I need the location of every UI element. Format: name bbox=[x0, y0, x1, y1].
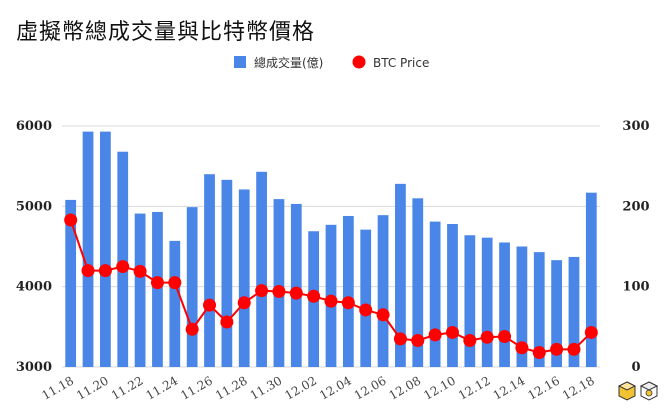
legend-swatch-volume bbox=[234, 56, 246, 68]
x-tick-label: 12.10 bbox=[421, 373, 458, 402]
price-point bbox=[150, 276, 164, 290]
price-point bbox=[133, 264, 147, 278]
cube-logo-icon bbox=[617, 381, 659, 401]
volume-bar bbox=[82, 131, 94, 367]
price-point bbox=[64, 213, 78, 227]
volume-bar bbox=[429, 221, 441, 367]
volume-bar bbox=[65, 199, 77, 367]
price-point bbox=[220, 315, 234, 329]
legend-swatch-price bbox=[352, 55, 366, 69]
price-point bbox=[289, 286, 303, 300]
x-tick-label: 11.30 bbox=[248, 373, 285, 402]
x-tick-label: 12.08 bbox=[387, 373, 424, 402]
price-point bbox=[272, 284, 286, 298]
price-point bbox=[480, 330, 494, 344]
price-point bbox=[463, 333, 477, 347]
volume-bar bbox=[395, 183, 406, 367]
price-point bbox=[445, 325, 459, 339]
volume-bars bbox=[65, 131, 597, 367]
left-tick-label: 3000 bbox=[16, 360, 52, 375]
x-tick-label: 12.02 bbox=[282, 373, 319, 402]
volume-bar bbox=[204, 174, 215, 367]
volume-bar bbox=[273, 199, 285, 367]
price-point bbox=[307, 289, 321, 303]
left-tick-label: 6000 bbox=[16, 119, 52, 134]
price-point bbox=[584, 325, 598, 339]
price-point bbox=[550, 342, 564, 356]
volume-bar bbox=[499, 242, 510, 367]
legend-label-volume: 總成交量(億) bbox=[254, 55, 323, 70]
price-point bbox=[515, 341, 529, 355]
x-tick-label: 11.28 bbox=[213, 373, 250, 402]
left-tick-label: 5000 bbox=[16, 199, 52, 214]
volume-bar bbox=[447, 224, 458, 367]
x-tick-label: 11.18 bbox=[39, 373, 76, 402]
price-point bbox=[359, 303, 373, 317]
volume-bar bbox=[100, 131, 111, 367]
volume-bar bbox=[134, 213, 146, 367]
left-tick-label: 4000 bbox=[16, 280, 52, 295]
volume-bar bbox=[186, 207, 198, 367]
x-tick-label: 12.16 bbox=[525, 373, 562, 402]
btc-price-line bbox=[64, 213, 598, 360]
price-point bbox=[324, 294, 338, 308]
price-point bbox=[255, 284, 269, 298]
volume-bar bbox=[412, 198, 424, 367]
price-point bbox=[237, 296, 251, 310]
x-tick-label: 12.04 bbox=[317, 373, 354, 402]
volume-bar bbox=[169, 240, 181, 367]
right-axis-ticks: 0 100 200 300 bbox=[622, 119, 649, 375]
x-tick-label: 12.06 bbox=[352, 373, 389, 402]
right-tick-label: 100 bbox=[622, 280, 649, 295]
x-tick-label: 11.26 bbox=[178, 373, 215, 402]
price-point bbox=[185, 322, 199, 336]
volume-bar bbox=[152, 211, 163, 367]
right-tick-label: 0 bbox=[631, 360, 640, 375]
volume-bar bbox=[342, 215, 354, 367]
volume-bar bbox=[551, 260, 562, 367]
price-point bbox=[428, 328, 442, 342]
chart-title: 虛擬幣總成交量與比特幣價格 bbox=[16, 20, 316, 45]
volume-bar bbox=[290, 203, 302, 367]
x-tick-label: 12.12 bbox=[456, 373, 493, 402]
price-point bbox=[498, 329, 512, 343]
x-tick-label: 11.24 bbox=[144, 373, 181, 402]
volume-bar bbox=[464, 235, 476, 367]
price-point bbox=[567, 342, 581, 356]
legend: 總成交量(億) BTC Price bbox=[234, 55, 429, 70]
right-tick-label: 300 bbox=[622, 119, 649, 134]
price-point bbox=[81, 264, 95, 278]
legend-label-price: BTC Price bbox=[373, 56, 429, 70]
x-tick-label: 11.22 bbox=[109, 373, 146, 402]
volume-bar bbox=[377, 215, 389, 367]
volume-bar bbox=[238, 189, 250, 367]
right-tick-label: 200 bbox=[622, 199, 649, 214]
volume-bar bbox=[117, 151, 129, 367]
volume-bar bbox=[360, 229, 372, 367]
price-point bbox=[411, 333, 425, 347]
price-point bbox=[532, 346, 546, 360]
volume-bar bbox=[256, 171, 267, 367]
x-tick-label: 11.20 bbox=[74, 373, 111, 402]
price-point bbox=[116, 260, 130, 274]
left-axis-ticks: 3000 4000 5000 6000 bbox=[16, 119, 52, 375]
price-point bbox=[203, 298, 217, 312]
volume-bar bbox=[481, 237, 493, 367]
x-tick-label: 12.14 bbox=[491, 373, 528, 402]
volume-bar bbox=[585, 192, 597, 367]
volume-bar bbox=[568, 256, 580, 367]
volume-bar bbox=[533, 252, 545, 367]
x-tick-label: 12.18 bbox=[560, 373, 597, 402]
price-point bbox=[393, 332, 407, 346]
price-point bbox=[376, 308, 390, 322]
volume-bar bbox=[516, 246, 528, 367]
price-point bbox=[341, 296, 355, 310]
price-point bbox=[168, 276, 182, 290]
volume-bar bbox=[221, 179, 233, 367]
price-point bbox=[98, 264, 112, 278]
x-axis-ticks: 11.1811.2011.2211.2411.2611.2811.3012.02… bbox=[39, 373, 596, 402]
